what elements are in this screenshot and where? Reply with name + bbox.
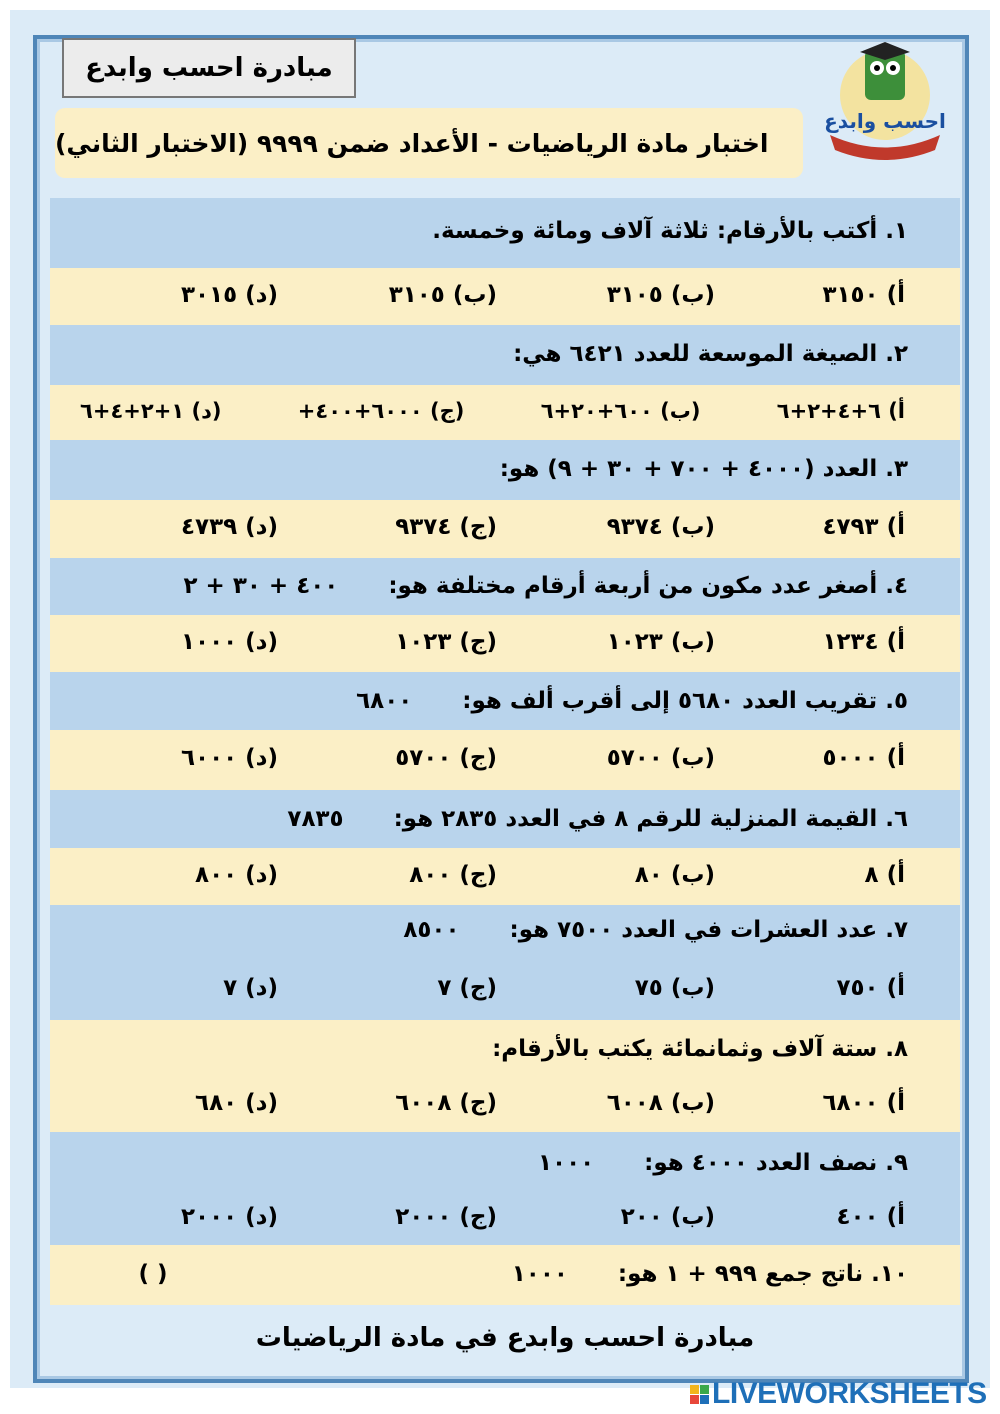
question-text: ٧. عدد العشرات في العدد ٧٥٠٠ هو:	[509, 917, 909, 943]
liveworksheets-brand[interactable]: LIVEWORKSHEETS	[690, 1377, 987, 1411]
question-line: ٨. ستة آلاف وثمانمائة يكتب بالأرقام:	[70, 1036, 908, 1062]
question-line: ٣. العدد (٤٠٠٠ + ٧٠٠ + ٣٠ + ٩) هو:	[70, 456, 908, 482]
footer: مبادرة احسب وابدع في مادة الرياضيات	[50, 1305, 960, 1371]
question-line: ٤. أصغر عدد مكون من أربعة أرقام مختلفة ه…	[70, 573, 908, 599]
question-row: ٦. القيمة المنزلية للرقم ٨ في العدد ٢٨٣٥…	[50, 790, 960, 848]
option-b[interactable]: (ب) ٦٠٠+٢٠+٦	[540, 399, 701, 423]
option-b[interactable]: (ب) ٣١٠٥	[606, 282, 715, 308]
option-a[interactable]: أ) ٦+٤+٢+٦	[776, 399, 905, 423]
options-row: أ) ٤٧٩٣ (ب) ٩٣٧٤ (ج) ٩٣٧٤ (د) ٤٧٣٩	[50, 500, 960, 558]
question-line: ٢. الصيغة الموسعة للعدد ٦٤٢١ هي:	[70, 341, 908, 367]
option-d[interactable]: (د) ١٠٠٠	[181, 629, 278, 655]
brand-text: LIVEWORKSHEETS	[712, 1377, 987, 1410]
test-subtitle: اختبار مادة الرياضيات - الأعداد ضمن ٩٩٩٩…	[55, 108, 803, 178]
extra-note: ٧٨٣٥	[287, 806, 344, 832]
question-text: ٨. ستة آلاف وثمانمائة يكتب بالأرقام:	[492, 1036, 908, 1062]
question-block: ٨. ستة آلاف وثمانمائة يكتب بالأرقام: أ) …	[50, 1020, 960, 1132]
option-c[interactable]: (ج) ٦٠٠٨	[395, 1090, 497, 1116]
initiative-title: مبادرة احسب وابدع	[62, 38, 356, 98]
option-c[interactable]: (ج) ٩٣٧٤	[395, 514, 497, 540]
subtitle-text: اختبار مادة الرياضيات - الأعداد ضمن ٩٩٩٩…	[55, 128, 769, 158]
option-c[interactable]: (ج) ٨٠٠	[409, 862, 497, 888]
question-block: ٧. عدد العشرات في العدد ٧٥٠٠ هو: ٨٥٠٠ أ)…	[50, 905, 960, 1020]
footer-text: مبادرة احسب وابدع في مادة الرياضيات	[255, 1323, 755, 1353]
extra-note: ١٠٠٠	[538, 1150, 595, 1176]
question-row: ٥. تقريب العدد ٥٦٨٠ إلى أقرب ألف هو: ٦٨٠…	[50, 672, 960, 730]
option-c[interactable]: (ج) ٦٠٠٠+٤٠٠+	[297, 399, 465, 423]
question-line: ٧. عدد العشرات في العدد ٧٥٠٠ هو: ٨٥٠٠	[70, 917, 908, 943]
option-b[interactable]: (ب) ١٠٢٣	[606, 629, 715, 655]
brand-logo-icon	[690, 1384, 709, 1404]
options-row: أ) ٥٠٠٠ (ب) ٥٧٠٠ (ج) ٥٧٠٠ (د) ٦٠٠٠	[50, 730, 960, 790]
option-d[interactable]: (د) ٦٠٠٠	[181, 745, 278, 771]
question-line: ٩. نصف العدد ٤٠٠٠ هو: ١٠٠٠	[70, 1150, 908, 1176]
option-a[interactable]: أ) ٤٠٠	[836, 1204, 905, 1230]
question-line: ١٠. ناتج جمع ٩٩٩ + ١ هو: ١٠٠٠	[250, 1261, 908, 1287]
option-c[interactable]: (ج) ٥٧٠٠	[395, 745, 497, 771]
question-text: ٩. نصف العدد ٤٠٠٠ هو:	[644, 1150, 908, 1176]
option-b[interactable]: (ب) ٨٠	[634, 862, 715, 888]
option-c[interactable]: (ج) ١٠٢٣	[395, 629, 497, 655]
option-b[interactable]: (ب) ٧٥	[634, 975, 715, 1001]
svg-text:احسب وابدع: احسب وابدع	[824, 109, 946, 133]
option-d[interactable]: (د) ٨٠٠	[195, 862, 278, 888]
option-a[interactable]: أ) ٣١٥٠	[822, 282, 905, 308]
option-a[interactable]: أ) ٤٧٩٣	[822, 514, 905, 540]
question-line: ٦. القيمة المنزلية للرقم ٨ في العدد ٢٨٣٥…	[70, 806, 908, 832]
option-d[interactable]: (د) ٣٠١٥	[181, 282, 278, 308]
option-d[interactable]: (د) ٦٨٠	[195, 1090, 278, 1116]
question-text: ٣. العدد (٤٠٠٠ + ٧٠٠ + ٣٠ + ٩) هو:	[499, 456, 908, 482]
question-row: ٣. العدد (٤٠٠٠ + ٧٠٠ + ٣٠ + ٩) هو:	[50, 440, 960, 500]
option-d[interactable]: (د) ٢٠٠٠	[181, 1204, 278, 1230]
option-d[interactable]: (د) ١+٢+٤+٦	[80, 399, 222, 423]
option-c[interactable]: (ج) ٢٠٠٠	[395, 1204, 497, 1230]
option-a[interactable]: أ) ٥٠٠٠	[822, 745, 905, 771]
question-text: ٤. أصغر عدد مكون من أربعة أرقام مختلفة ه…	[388, 573, 908, 599]
question-row: ٤. أصغر عدد مكون من أربعة أرقام مختلفة ه…	[50, 558, 960, 615]
options-row: أ) ٨ (ب) ٨٠ (ج) ٨٠٠ (د) ٨٠٠	[50, 848, 960, 905]
option-d[interactable]: (د) ٧	[223, 975, 278, 1001]
option-b[interactable]: (ب) ٢٠٠	[620, 1204, 715, 1230]
option-b[interactable]: (ب) ٩٣٧٤	[606, 514, 715, 540]
option-b[interactable]: (ب) ٥٧٠٠	[606, 745, 715, 771]
extra-note: ٤٠٠ + ٣٠ + ٢	[183, 573, 339, 599]
question-line: ١. أكتب بالأرقام: ثلاثة آلاف ومائة وخمسة…	[70, 218, 908, 244]
option-b[interactable]: (ب) ٦٠٠٨	[606, 1090, 715, 1116]
question-text: ١٠. ناتج جمع ٩٩٩ + ١ هو:	[617, 1261, 908, 1287]
option-c[interactable]: (ب) ٣١٠٥	[388, 282, 497, 308]
option-a[interactable]: أ) ٧٥٠	[836, 975, 905, 1001]
question-text: ٦. القيمة المنزلية للرقم ٨ في العدد ٢٨٣٥…	[393, 806, 908, 832]
options-row: أ) ٦+٤+٢+٦ (ب) ٦٠٠+٢٠+٦ (ج) ٦٠٠٠+٤٠٠+ (د…	[50, 385, 960, 440]
logo-icon: احسب وابدع	[824, 42, 946, 160]
title-text: مبادرة احسب وابدع	[85, 53, 333, 83]
option-d[interactable]: (د) ٤٧٣٩	[181, 514, 278, 540]
options-row: أ) ٣١٥٠ (ب) ٣١٠٥ (ب) ٣١٠٥ (د) ٣٠١٥	[50, 268, 960, 325]
extra-note: ١٠٠٠	[511, 1261, 568, 1287]
answer-blank[interactable]: ( )	[138, 1261, 168, 1287]
question-line: ٥. تقريب العدد ٥٦٨٠ إلى أقرب ألف هو: ٦٨٠…	[70, 688, 908, 714]
options-row: أ) ١٢٣٤ (ب) ١٠٢٣ (ج) ١٠٢٣ (د) ١٠٠٠	[50, 615, 960, 672]
question-row: ١٠. ناتج جمع ٩٩٩ + ١ هو: ١٠٠٠ ( )	[50, 1245, 960, 1305]
question-text: ٢. الصيغة الموسعة للعدد ٦٤٢١ هي:	[513, 341, 908, 367]
question-block: ٩. نصف العدد ٤٠٠٠ هو: ١٠٠٠ أ) ٤٠٠ (ب) ٢٠…	[50, 1132, 960, 1245]
question-text: ١. أكتب بالأرقام: ثلاثة آلاف ومائة وخمسة…	[432, 218, 908, 244]
option-a[interactable]: أ) ١٢٣٤	[822, 629, 905, 655]
question-row: ١. أكتب بالأرقام: ثلاثة آلاف ومائة وخمسة…	[50, 198, 960, 268]
question-row: ٢. الصيغة الموسعة للعدد ٦٤٢١ هي:	[50, 325, 960, 385]
extra-note: ٦٨٠٠	[356, 688, 413, 714]
options-line: أ) ٦+٤+٢+٦ (ب) ٦٠٠+٢٠+٦ (ج) ٦٠٠٠+٤٠٠+ (د…	[80, 399, 905, 423]
question-text: ٥. تقريب العدد ٥٦٨٠ إلى أقرب ألف هو:	[462, 688, 908, 714]
option-c[interactable]: (ج) ٧	[437, 975, 497, 1001]
option-a[interactable]: أ) ٦٨٠٠	[822, 1090, 905, 1116]
option-a[interactable]: أ) ٨	[864, 862, 905, 888]
extra-note: ٨٥٠٠	[403, 917, 460, 943]
